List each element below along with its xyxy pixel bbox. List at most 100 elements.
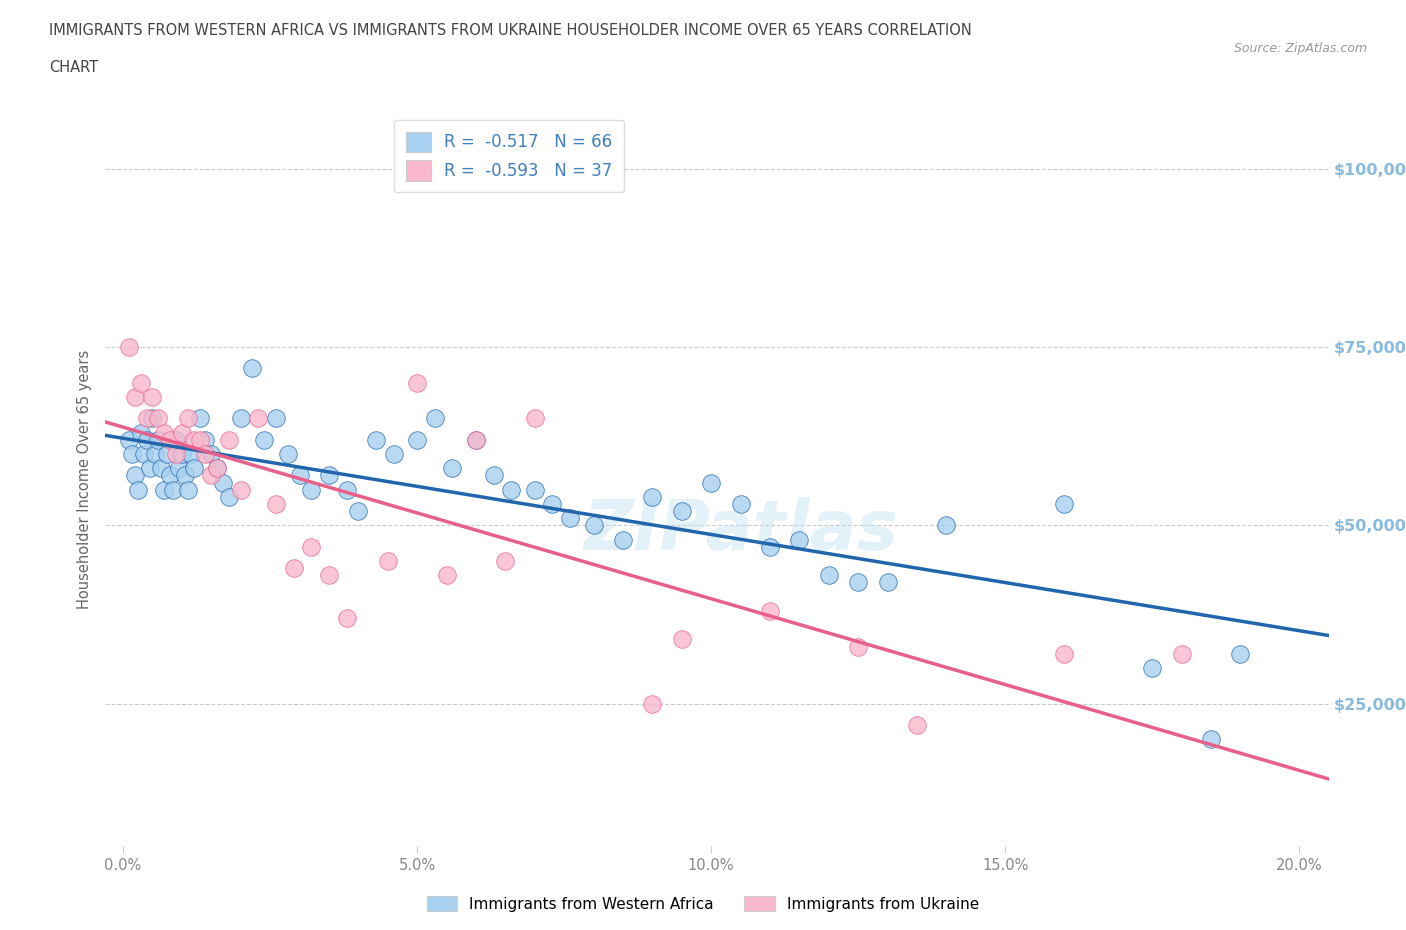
Point	[759, 604, 782, 618]
Point	[141, 411, 163, 426]
Point	[121, 446, 143, 461]
Point	[335, 611, 357, 626]
Point	[612, 532, 634, 547]
Point	[218, 489, 240, 504]
Point	[129, 375, 152, 390]
Point	[148, 432, 170, 447]
Point	[129, 425, 152, 440]
Text: CHART: CHART	[49, 60, 98, 75]
Point	[288, 468, 311, 483]
Point	[1229, 646, 1251, 661]
Point	[905, 718, 928, 733]
Point	[582, 518, 605, 533]
Point	[523, 483, 546, 498]
Point	[1053, 497, 1076, 512]
Point	[382, 446, 405, 461]
Point	[318, 468, 340, 483]
Point	[200, 468, 222, 483]
Point	[135, 432, 157, 447]
Point	[423, 411, 446, 426]
Point	[876, 575, 898, 590]
Point	[141, 390, 163, 405]
Point	[700, 475, 723, 490]
Point	[264, 497, 287, 512]
Point	[318, 568, 340, 583]
Point	[406, 375, 429, 390]
Point	[124, 390, 146, 405]
Point	[167, 460, 190, 475]
Point	[194, 432, 217, 447]
Point	[465, 432, 488, 447]
Point	[935, 518, 957, 533]
Point	[170, 425, 193, 440]
Point	[205, 460, 228, 475]
Point	[153, 425, 176, 440]
Point	[153, 483, 176, 498]
Point	[501, 483, 523, 498]
Text: IMMIGRANTS FROM WESTERN AFRICA VS IMMIGRANTS FROM UKRAINE HOUSEHOLDER INCOME OVE: IMMIGRANTS FROM WESTERN AFRICA VS IMMIGR…	[49, 23, 972, 38]
Point	[200, 446, 222, 461]
Point	[377, 553, 399, 568]
Point	[162, 483, 184, 498]
Point	[641, 697, 664, 711]
Point	[145, 446, 167, 461]
Point	[1053, 646, 1076, 661]
Point	[229, 483, 252, 498]
Point	[641, 489, 664, 504]
Point	[364, 432, 387, 447]
Point	[132, 446, 155, 461]
Point	[436, 568, 458, 583]
Point	[1142, 660, 1164, 675]
Point	[523, 411, 546, 426]
Point	[541, 497, 564, 512]
Point	[277, 446, 299, 461]
Point	[165, 432, 187, 447]
Point	[335, 483, 357, 498]
Point	[465, 432, 488, 447]
Point	[183, 460, 205, 475]
Point	[229, 411, 252, 426]
Point	[118, 339, 141, 354]
Point	[482, 468, 505, 483]
Point	[177, 411, 200, 426]
Point	[183, 432, 205, 447]
Point	[159, 468, 181, 483]
Point	[299, 539, 322, 554]
Point	[671, 504, 693, 519]
Text: ZIPatlas: ZIPatlas	[583, 497, 898, 564]
Point	[759, 539, 782, 554]
Point	[188, 432, 211, 447]
Point	[441, 460, 464, 475]
Point	[494, 553, 516, 568]
Point	[170, 446, 193, 461]
Point	[180, 446, 202, 461]
Point	[846, 575, 869, 590]
Point	[558, 511, 581, 525]
Point	[1199, 732, 1222, 747]
Point	[247, 411, 270, 426]
Point	[846, 639, 869, 654]
Point	[159, 432, 181, 447]
Point	[177, 483, 200, 498]
Y-axis label: Householder Income Over 65 years: Householder Income Over 65 years	[77, 350, 93, 608]
Point	[406, 432, 429, 447]
Point	[148, 411, 170, 426]
Point	[165, 446, 187, 461]
Text: Source: ZipAtlas.com: Source: ZipAtlas.com	[1233, 42, 1367, 55]
Point	[135, 411, 157, 426]
Point	[671, 632, 693, 647]
Point	[817, 568, 839, 583]
Point	[299, 483, 322, 498]
Point	[347, 504, 370, 519]
Point	[138, 460, 160, 475]
Legend: R =  -0.517   N = 66, R =  -0.593   N = 37: R = -0.517 N = 66, R = -0.593 N = 37	[394, 120, 624, 193]
Point	[264, 411, 287, 426]
Point	[194, 446, 217, 461]
Point	[789, 532, 811, 547]
Point	[283, 561, 305, 576]
Point	[253, 432, 276, 447]
Point	[118, 432, 141, 447]
Point	[188, 411, 211, 426]
Legend: Immigrants from Western Africa, Immigrants from Ukraine: Immigrants from Western Africa, Immigran…	[420, 889, 986, 918]
Point	[218, 432, 240, 447]
